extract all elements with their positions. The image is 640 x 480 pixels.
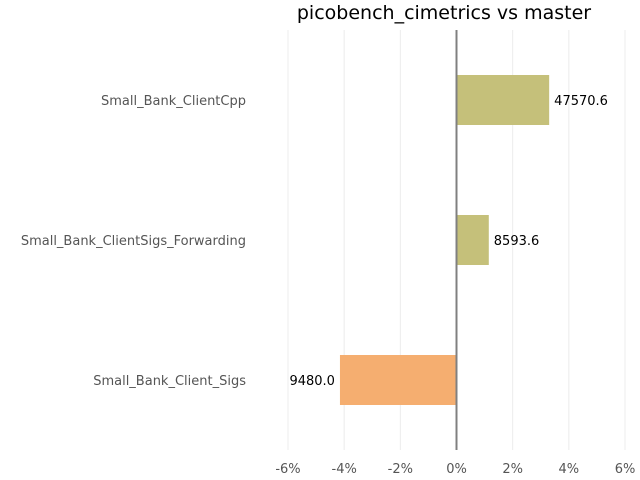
- data-label: 8593.6: [494, 234, 540, 249]
- category-labels: Small_Bank_ClientCpp Small_Bank_ClientSig…: [21, 94, 246, 389]
- x-tick-label: 4%: [559, 462, 580, 477]
- x-tick-label: -6%: [275, 462, 300, 477]
- chart-title: picobench_cimetrics vs master: [297, 2, 591, 24]
- bar: [339, 355, 457, 405]
- category-label: Small_Bank_ClientCpp: [101, 94, 246, 109]
- x-tick-label: 2%: [502, 462, 523, 477]
- x-tick-labels: -6% -4% -2% 0% 2% 4% 6%: [275, 462, 635, 477]
- data-label: 9480.0: [289, 374, 335, 389]
- x-tick-label: -4%: [332, 462, 357, 477]
- bar: [456, 215, 489, 265]
- x-tick-label: -2%: [388, 462, 413, 477]
- bars: [339, 75, 550, 405]
- category-label: Small_Bank_Client_Sigs: [93, 374, 246, 389]
- data-label: 47570.6: [554, 94, 608, 109]
- x-tick-label: 6%: [615, 462, 636, 477]
- category-label: Small_Bank_ClientSigs_Forwarding: [21, 234, 246, 249]
- bar: [456, 75, 550, 125]
- x-tick-label: 0%: [446, 462, 467, 477]
- data-labels: 47570.6 8593.6 9480.0: [289, 94, 607, 389]
